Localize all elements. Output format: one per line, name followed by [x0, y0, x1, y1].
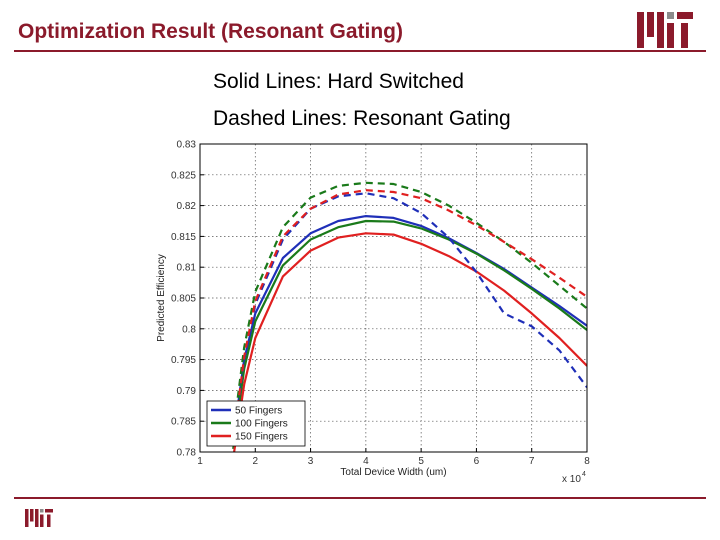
legend-note-dashed: Dashed Lines: Resonant Gating [213, 107, 511, 130]
series-line-3 [233, 232, 587, 452]
series-line-2 [232, 219, 587, 450]
series-line-5 [232, 181, 587, 434]
legend-box [206, 400, 306, 447]
x-tick-label: 5 [418, 456, 424, 467]
x-axis-label: Total Device Width (um) [340, 467, 446, 478]
legend-label: 150 Fingers [235, 432, 288, 443]
x-tick-label: 4 [363, 456, 369, 467]
y-tick-label: 0.82 [177, 201, 197, 212]
x-tick-label: 1 [197, 456, 203, 467]
y-tick-label: 0.8 [182, 324, 196, 335]
x-tick-label: 6 [474, 456, 480, 467]
x-multiplier-exponent: 4 [582, 471, 586, 478]
y-tick-label: 0.795 [171, 355, 196, 366]
slide-title: Optimization Result (Resonant Gating) [18, 20, 404, 43]
x-multiplier-label: x 10 [562, 474, 581, 485]
x-tick-label: 8 [584, 456, 590, 467]
x-tick-label: 3 [308, 456, 314, 467]
y-tick-label: 0.79 [177, 386, 197, 397]
mit-footer-logo-icon [25, 509, 53, 527]
y-tick-label: 0.83 [177, 140, 197, 151]
x-tick-label: 7 [529, 456, 535, 467]
y-tick-label: 0.815 [171, 232, 196, 243]
legend-label: 50 Fingers [235, 406, 282, 417]
y-tick-label: 0.78 [177, 448, 197, 459]
y-tick-label: 0.785 [171, 417, 196, 428]
y-tick-label: 0.825 [171, 170, 196, 181]
series-line-4 [232, 192, 587, 443]
legend-note-solid: Solid Lines: Hard Switched [213, 70, 464, 93]
legend-label: 100 Fingers [235, 419, 288, 430]
title-divider [14, 50, 706, 52]
x-tick-label: 2 [253, 456, 259, 467]
y-tick-label: 0.805 [171, 294, 196, 305]
footer-divider [14, 497, 706, 499]
mit-logo-icon [637, 12, 693, 48]
y-tick-label: 0.81 [177, 263, 197, 274]
series-line-6 [232, 189, 587, 443]
y-axis-label: Predicted Efficiency [156, 254, 167, 342]
